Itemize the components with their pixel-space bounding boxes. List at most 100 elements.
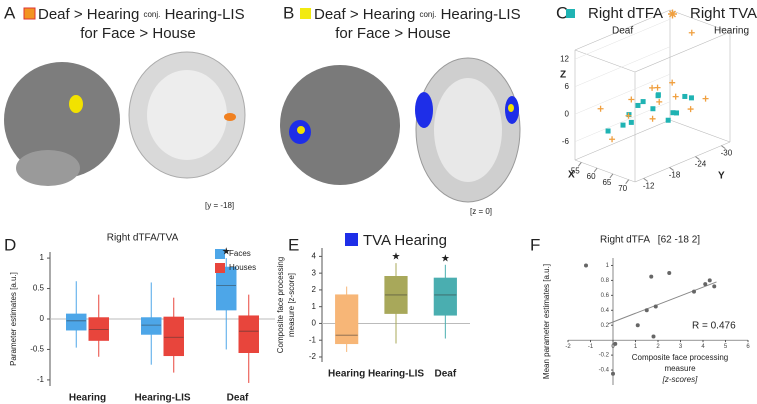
box-edge	[574, 9, 671, 51]
x-tick-label: Deaf	[227, 393, 249, 404]
grid-line	[574, 46, 671, 87]
box-edge	[574, 159, 636, 183]
y-tick-label: -12	[643, 181, 655, 190]
y-tick-label: 2	[312, 285, 317, 294]
slice-coordinate: [y = -18]	[205, 201, 234, 210]
point	[653, 304, 658, 309]
point	[640, 99, 646, 105]
brain-coronal-inner	[147, 70, 227, 160]
y-tick	[669, 167, 674, 171]
y-tick-label: 1	[606, 263, 610, 269]
box	[163, 316, 184, 357]
point	[650, 106, 656, 112]
significance: ★	[392, 252, 401, 263]
x-tick	[593, 167, 598, 173]
brain-cerebellum	[16, 150, 80, 186]
trend-line	[608, 281, 717, 325]
panel-title: for Face > House	[80, 25, 195, 42]
y-axis-label: Mean parameter estimates [a.u.]	[542, 264, 551, 379]
y-tick-label: -0.2	[599, 353, 610, 359]
y-tick-label: 0	[312, 319, 317, 328]
point	[703, 282, 708, 287]
point	[611, 371, 615, 376]
legend-swatch	[23, 7, 36, 20]
chart-title: Right dTFA/TVA	[107, 233, 179, 244]
point	[667, 270, 672, 275]
z-axis-label: Z	[560, 70, 566, 81]
box-edge	[574, 119, 671, 161]
y-tick-label: -30	[721, 149, 733, 158]
x-tick-label: Deaf	[434, 369, 456, 380]
y-tick-label: -18	[669, 171, 681, 180]
x-tick-label: Hearing	[69, 393, 106, 404]
x-tick-label: 1	[634, 344, 638, 350]
point	[649, 84, 656, 91]
point	[613, 341, 618, 346]
y-axis-label: Composite face processing	[276, 257, 285, 354]
y-axis-label: measure [z-score]	[287, 273, 296, 337]
x-tick	[577, 162, 582, 167]
panel-title: for Face > House	[335, 25, 450, 42]
y-tick-label: -1	[37, 375, 45, 384]
point	[707, 278, 712, 283]
box-edge	[669, 9, 731, 33]
legend-label: Right dTFA	[588, 5, 663, 22]
brain-lateral	[4, 62, 120, 178]
point	[712, 284, 717, 289]
point	[628, 119, 634, 125]
x-tick-label: 0	[611, 344, 615, 350]
box	[66, 313, 87, 331]
point	[597, 105, 604, 112]
x-tick-label: Hearing-LIS	[368, 369, 424, 380]
activation	[69, 95, 83, 113]
point	[692, 289, 696, 294]
point	[687, 106, 694, 113]
panel-letter: D	[4, 235, 16, 254]
x-tick-label: 65	[602, 178, 611, 187]
point	[656, 98, 663, 105]
x-axis-label: Composite face processing	[632, 353, 729, 362]
annotation: R = 0.476	[692, 321, 736, 332]
brain-lateral	[280, 65, 400, 185]
box	[335, 294, 359, 345]
point	[635, 323, 640, 328]
y-tick-label: 0.2	[601, 323, 610, 329]
point	[669, 79, 676, 86]
legend-label: Right TVA	[690, 5, 757, 22]
panel-letter: C	[556, 3, 568, 22]
x-tick-label: Hearing-LIS	[134, 393, 190, 404]
point	[651, 334, 656, 339]
panel-title: Deaf > Hearing conj. Hearing-LIS	[38, 6, 245, 23]
grid-line	[574, 18, 671, 60]
y-tick	[643, 177, 648, 182]
slice-coordinate: [z = 0]	[470, 207, 492, 216]
legend-swatch	[345, 233, 358, 246]
point	[620, 122, 626, 128]
legend-group: Hearing	[714, 26, 749, 37]
z-tick-label: 6	[565, 82, 570, 91]
panel-letter: E	[288, 235, 299, 254]
box	[238, 315, 259, 354]
x-tick-label: 55	[571, 166, 580, 175]
y-tick-label: 0.6	[601, 293, 610, 299]
grid-line	[574, 73, 671, 115]
panel-b: B Deaf > Hearing conj. Hearing-LIS for F…	[280, 3, 521, 249]
significance: ★	[441, 253, 450, 264]
y-tick-label: -1	[309, 335, 317, 344]
point	[609, 136, 616, 143]
legend-label: Houses	[229, 263, 256, 272]
activation	[415, 92, 433, 128]
point	[649, 115, 656, 122]
box-edge	[669, 119, 731, 143]
y-tick-label: -0.5	[30, 345, 44, 354]
point	[670, 110, 676, 116]
point	[702, 95, 709, 102]
point	[605, 128, 611, 134]
x-tick-label: -2	[565, 344, 571, 350]
point	[672, 93, 679, 100]
y-tick-label: -0.4	[599, 368, 610, 374]
box	[433, 277, 457, 316]
significance: ★	[222, 247, 231, 258]
legend-marker	[215, 263, 225, 273]
